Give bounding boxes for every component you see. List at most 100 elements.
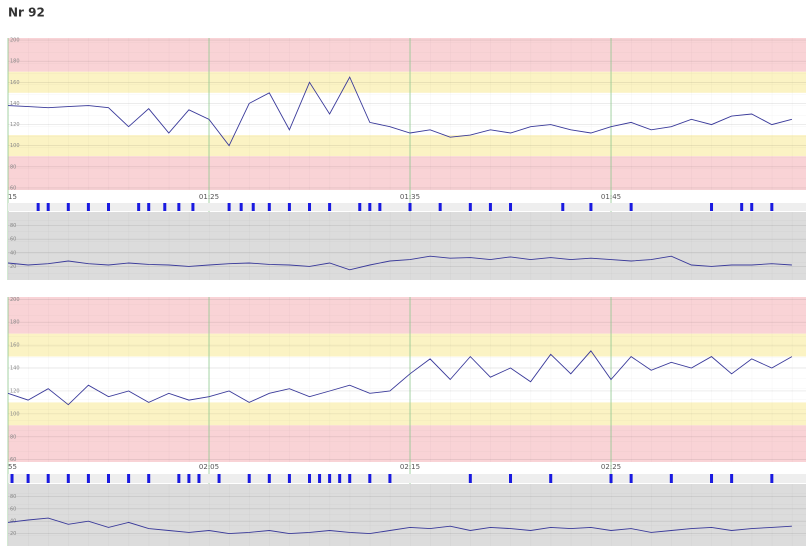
movement-event (177, 203, 181, 211)
movement-event (147, 474, 151, 483)
y-tick-label: 60 (10, 506, 16, 512)
movement-event (127, 474, 131, 483)
movement-event (408, 203, 412, 211)
minor-grid (8, 38, 806, 190)
minor-grid (8, 212, 806, 280)
movement-event (66, 203, 70, 211)
y-tick-label: 180 (10, 320, 20, 326)
fhr-trace (7, 76, 793, 147)
movement-event (358, 203, 362, 211)
movement-event (388, 474, 392, 483)
x-tick-label: 15 (8, 193, 17, 201)
toco-trace (7, 517, 792, 535)
movement-event (287, 203, 291, 211)
y-tick-label: 80 (10, 164, 16, 170)
y-tick-label: 140 (10, 101, 20, 107)
movement-event (509, 203, 513, 211)
movement-event (137, 203, 141, 211)
movement-event (247, 474, 251, 483)
movement-event (438, 203, 442, 211)
y-tick-label: 100 (10, 143, 20, 149)
movement-event (86, 203, 90, 211)
movement-event (191, 203, 195, 211)
y-tick-label: 140 (10, 366, 20, 372)
movement-event (509, 474, 513, 483)
minor-grid (8, 484, 806, 546)
x-tick-label: 02:25 (601, 463, 621, 471)
y-tick-label: 160 (10, 80, 20, 86)
movement-event (107, 203, 111, 211)
movement-event (488, 203, 492, 211)
movement-event (267, 474, 271, 483)
y-tick-label: 40 (10, 250, 16, 256)
minor-grid (8, 297, 806, 462)
movement-event (147, 203, 151, 211)
movement-event (348, 474, 352, 483)
movement-event (609, 474, 613, 483)
movement-event (629, 203, 633, 211)
movement-event (629, 474, 633, 483)
movement-event (318, 474, 322, 483)
movement-event (770, 203, 774, 211)
movement-event (239, 203, 243, 211)
movement-event (669, 474, 673, 483)
movement-event (163, 203, 167, 211)
y-tick-label: 60 (10, 237, 16, 243)
y-tick-label: 80 (10, 494, 16, 500)
movement-event (378, 203, 382, 211)
movement-event (368, 474, 372, 483)
movement-event (86, 474, 90, 483)
movement-event (197, 474, 201, 483)
event-strip (8, 203, 806, 211)
y-tick-label: 160 (10, 343, 20, 349)
toco-trace (7, 255, 792, 271)
movement-event (750, 203, 754, 211)
movement-event (217, 474, 221, 483)
fhr-trace (7, 350, 793, 406)
movement-event (251, 203, 255, 211)
y-tick-label: 60 (10, 457, 16, 463)
movement-event (549, 474, 553, 483)
x-tick-label: 01:45 (601, 193, 621, 201)
movement-event (308, 203, 312, 211)
y-tick-label: 200 (10, 38, 20, 44)
y-tick-label: 180 (10, 59, 20, 65)
movement-event (328, 203, 332, 211)
movement-event (338, 474, 342, 483)
movement-event (66, 474, 70, 483)
movement-event (730, 474, 734, 483)
movement-event (26, 474, 30, 483)
movement-event (46, 474, 50, 483)
movement-event (710, 474, 714, 483)
event-strip (8, 474, 806, 483)
movement-event (287, 474, 291, 483)
x-tick-label: 01:35 (400, 193, 420, 201)
x-tick-label: 02:05 (199, 463, 219, 471)
movement-event (561, 203, 565, 211)
x-tick-label: 55 (8, 463, 17, 471)
y-tick-label: 80 (10, 223, 16, 229)
y-tick-label: 20 (10, 531, 16, 537)
x-tick-label: 01:25 (199, 193, 219, 201)
movement-event (177, 474, 181, 483)
y-tick-label: 120 (10, 388, 20, 394)
y-tick-label: 200 (10, 297, 20, 303)
y-tick-label: 120 (10, 122, 20, 128)
y-tick-label: 60 (10, 185, 16, 191)
movement-event (368, 203, 372, 211)
movement-event (740, 203, 744, 211)
y-tick-label: 20 (10, 264, 16, 270)
movement-event (267, 203, 271, 211)
movement-event (328, 474, 332, 483)
y-tick-label: 80 (10, 434, 16, 440)
movement-event (468, 203, 472, 211)
movement-event (710, 203, 714, 211)
movement-event (770, 474, 774, 483)
x-tick-label: 02:15 (400, 463, 420, 471)
movement-event (46, 203, 50, 211)
movement-event (10, 474, 14, 483)
y-tick-label: 100 (10, 411, 20, 417)
page-title: Nr 92 (8, 6, 45, 20)
movement-event (187, 474, 191, 483)
